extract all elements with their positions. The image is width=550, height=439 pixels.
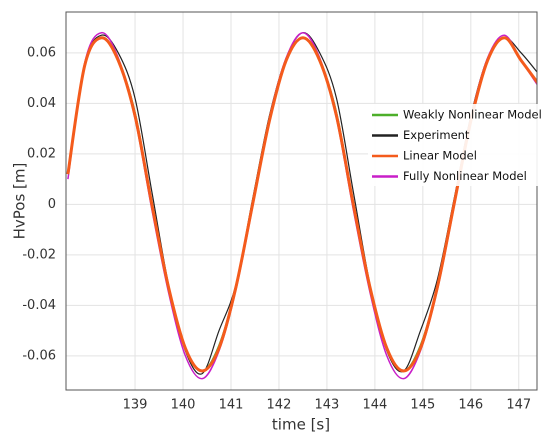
x-tick-label: 147 xyxy=(506,398,531,413)
y-axis-label: HvPos [m] xyxy=(11,163,29,240)
legend-box xyxy=(368,104,548,186)
legend-label: Experiment xyxy=(403,128,470,142)
y-tick-label: 0 xyxy=(48,197,56,212)
series-line xyxy=(66,36,537,373)
y-tick-label: -0.04 xyxy=(22,298,56,313)
legend-label: Weakly Nonlinear Model xyxy=(403,108,542,122)
y-tick-label: 0.02 xyxy=(27,146,56,161)
x-tick-label: 145 xyxy=(410,398,435,413)
x-tick-label: 142 xyxy=(267,398,292,413)
y-tick-label: 0.04 xyxy=(27,96,56,111)
x-tick-label: 139 xyxy=(123,398,148,413)
legend-label: Linear Model xyxy=(403,149,477,163)
x-tick-label: 146 xyxy=(458,398,483,413)
plot-area xyxy=(66,12,537,390)
legend-label: Fully Nonlinear Model xyxy=(403,169,527,183)
y-tick-label: 0.06 xyxy=(27,45,56,60)
y-tick-label: -0.06 xyxy=(22,348,56,363)
plot-frame xyxy=(65,11,538,391)
x-tick-label: 141 xyxy=(219,398,244,413)
x-tick-label: 144 xyxy=(362,398,387,413)
x-tick-label: 140 xyxy=(171,398,196,413)
x-tick-label: 143 xyxy=(315,398,340,413)
x-axis-label: time [s] xyxy=(272,416,330,434)
y-tick-label: -0.02 xyxy=(22,247,56,262)
